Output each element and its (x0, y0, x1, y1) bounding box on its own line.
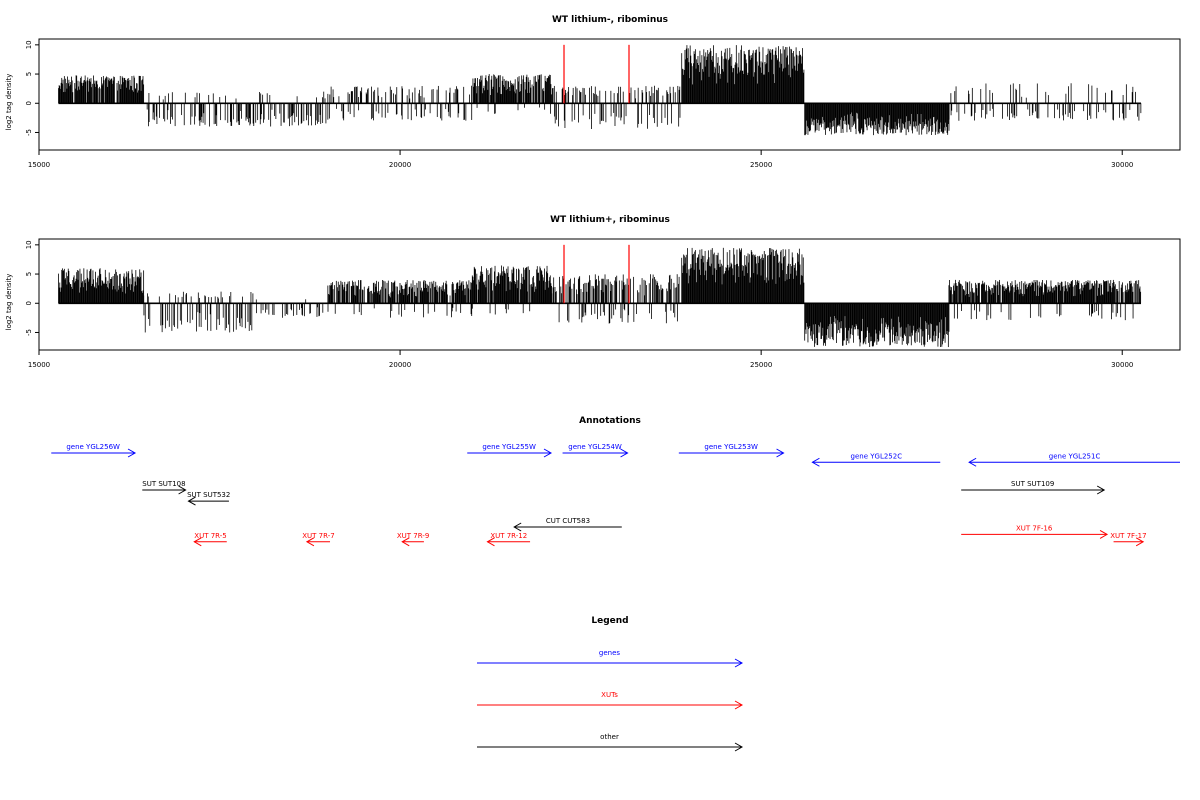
feature-arrowhead (178, 485, 187, 495)
feature-label: XUT 7R-9 (397, 532, 429, 540)
annotation-features: gene YGL256W gene YGL255W gene YGL254W gene… (51, 443, 1180, 547)
axes-group: 10 5 0 -5 15000 20000 25000 30000 (25, 40, 1133, 169)
feature-label: XUT 7R-7 (302, 532, 334, 540)
feature-label: gene YGL255W (482, 443, 536, 451)
legend-panel: Legend genes XUTs other (477, 616, 744, 752)
feature-arrowhead (305, 537, 315, 547)
panel-lithium-minus: WT lithium-, ribominus log2 tag density … (5, 15, 1181, 169)
legend-title: Legend (591, 616, 628, 626)
x-tick-label: 30000 (1111, 161, 1133, 169)
axes-group: 10 5 0 -5 15000 20000 25000 30000 (25, 240, 1133, 369)
y-tick-label: 10 (25, 40, 33, 49)
feature-label: XUT 7F-16 (1016, 524, 1053, 532)
y-tick-label: 0 (25, 101, 33, 105)
x-tick-label: 30000 (1111, 361, 1133, 369)
feature-arrowhead (127, 448, 137, 458)
y-axis-label: log2 tag density (5, 74, 13, 131)
panel-title: WT lithium+, ribominus (550, 215, 670, 225)
feature-arrowhead (776, 448, 785, 458)
feature-arrowhead (1096, 485, 1106, 495)
legend-arrowhead (734, 742, 744, 752)
feature-arrowhead (513, 522, 522, 532)
legend-arrowhead (734, 700, 744, 710)
feature-arrowhead (620, 448, 629, 458)
x-tick-label: 15000 (28, 161, 50, 169)
feature-label: gene YGL252C (851, 452, 903, 460)
x-tick-label: 20000 (389, 161, 411, 169)
y-tick-label: 5 (25, 272, 33, 276)
feature-arrowhead (543, 448, 553, 458)
feature-arrowhead (1099, 529, 1109, 539)
feature-arrowhead (968, 457, 977, 467)
annotations-title: Annotations (579, 416, 641, 426)
x-tick-label: 20000 (389, 361, 411, 369)
feature-arrowhead (187, 496, 196, 506)
feature-arrowhead (1135, 537, 1145, 547)
feature-label: CUT CUT583 (546, 517, 590, 525)
y-axis-label: log2 tag density (5, 274, 13, 331)
legend-label: other (600, 733, 619, 741)
feature-label: gene YGL251C (1049, 452, 1101, 460)
bars-group (58, 244, 1142, 348)
y-tick-label: 0 (25, 301, 33, 305)
plot-frame (38, 238, 1181, 351)
y-tick-label: -5 (25, 329, 33, 336)
y-tick-label: 5 (25, 72, 33, 76)
feature-arrowhead (811, 457, 820, 467)
feature-arrowhead (401, 537, 410, 547)
legend-label: genes (599, 649, 620, 657)
feature-label: XUT 7R-5 (194, 532, 226, 540)
feature-label: gene YGL254W (568, 443, 622, 451)
legend-items: genes XUTs other (477, 649, 744, 752)
bars-group (58, 44, 1142, 136)
plot-frame (38, 38, 1181, 151)
feature-label: XUT 7F-17 (1110, 532, 1146, 540)
x-tick-label: 15000 (28, 361, 50, 369)
panel-lithium-plus: WT lithium+, ribominus log2 tag density … (5, 215, 1181, 369)
feature-label: SUT SUT532 (187, 491, 230, 499)
feature-label: gene YGL256W (66, 443, 120, 451)
y-tick-label: 10 (25, 240, 33, 249)
feature-label: gene YGL253W (704, 443, 758, 451)
feature-arrowhead (193, 537, 202, 547)
feature-arrowhead (486, 537, 495, 547)
feature-label: SUT SUT108 (142, 480, 185, 488)
feature-label: XUT 7R-12 (490, 532, 527, 540)
legend-arrowhead (734, 658, 744, 668)
legend-label: XUTs (601, 691, 618, 699)
y-tick-label: -5 (25, 129, 33, 136)
x-tick-label: 25000 (750, 361, 772, 369)
panel-title: WT lithium-, ribominus (552, 15, 668, 25)
x-tick-label: 25000 (750, 161, 772, 169)
feature-label: SUT SUT109 (1011, 480, 1054, 488)
annotations-panel: Annotations gene YGL256W gene YGL255W gene… (51, 416, 1180, 547)
